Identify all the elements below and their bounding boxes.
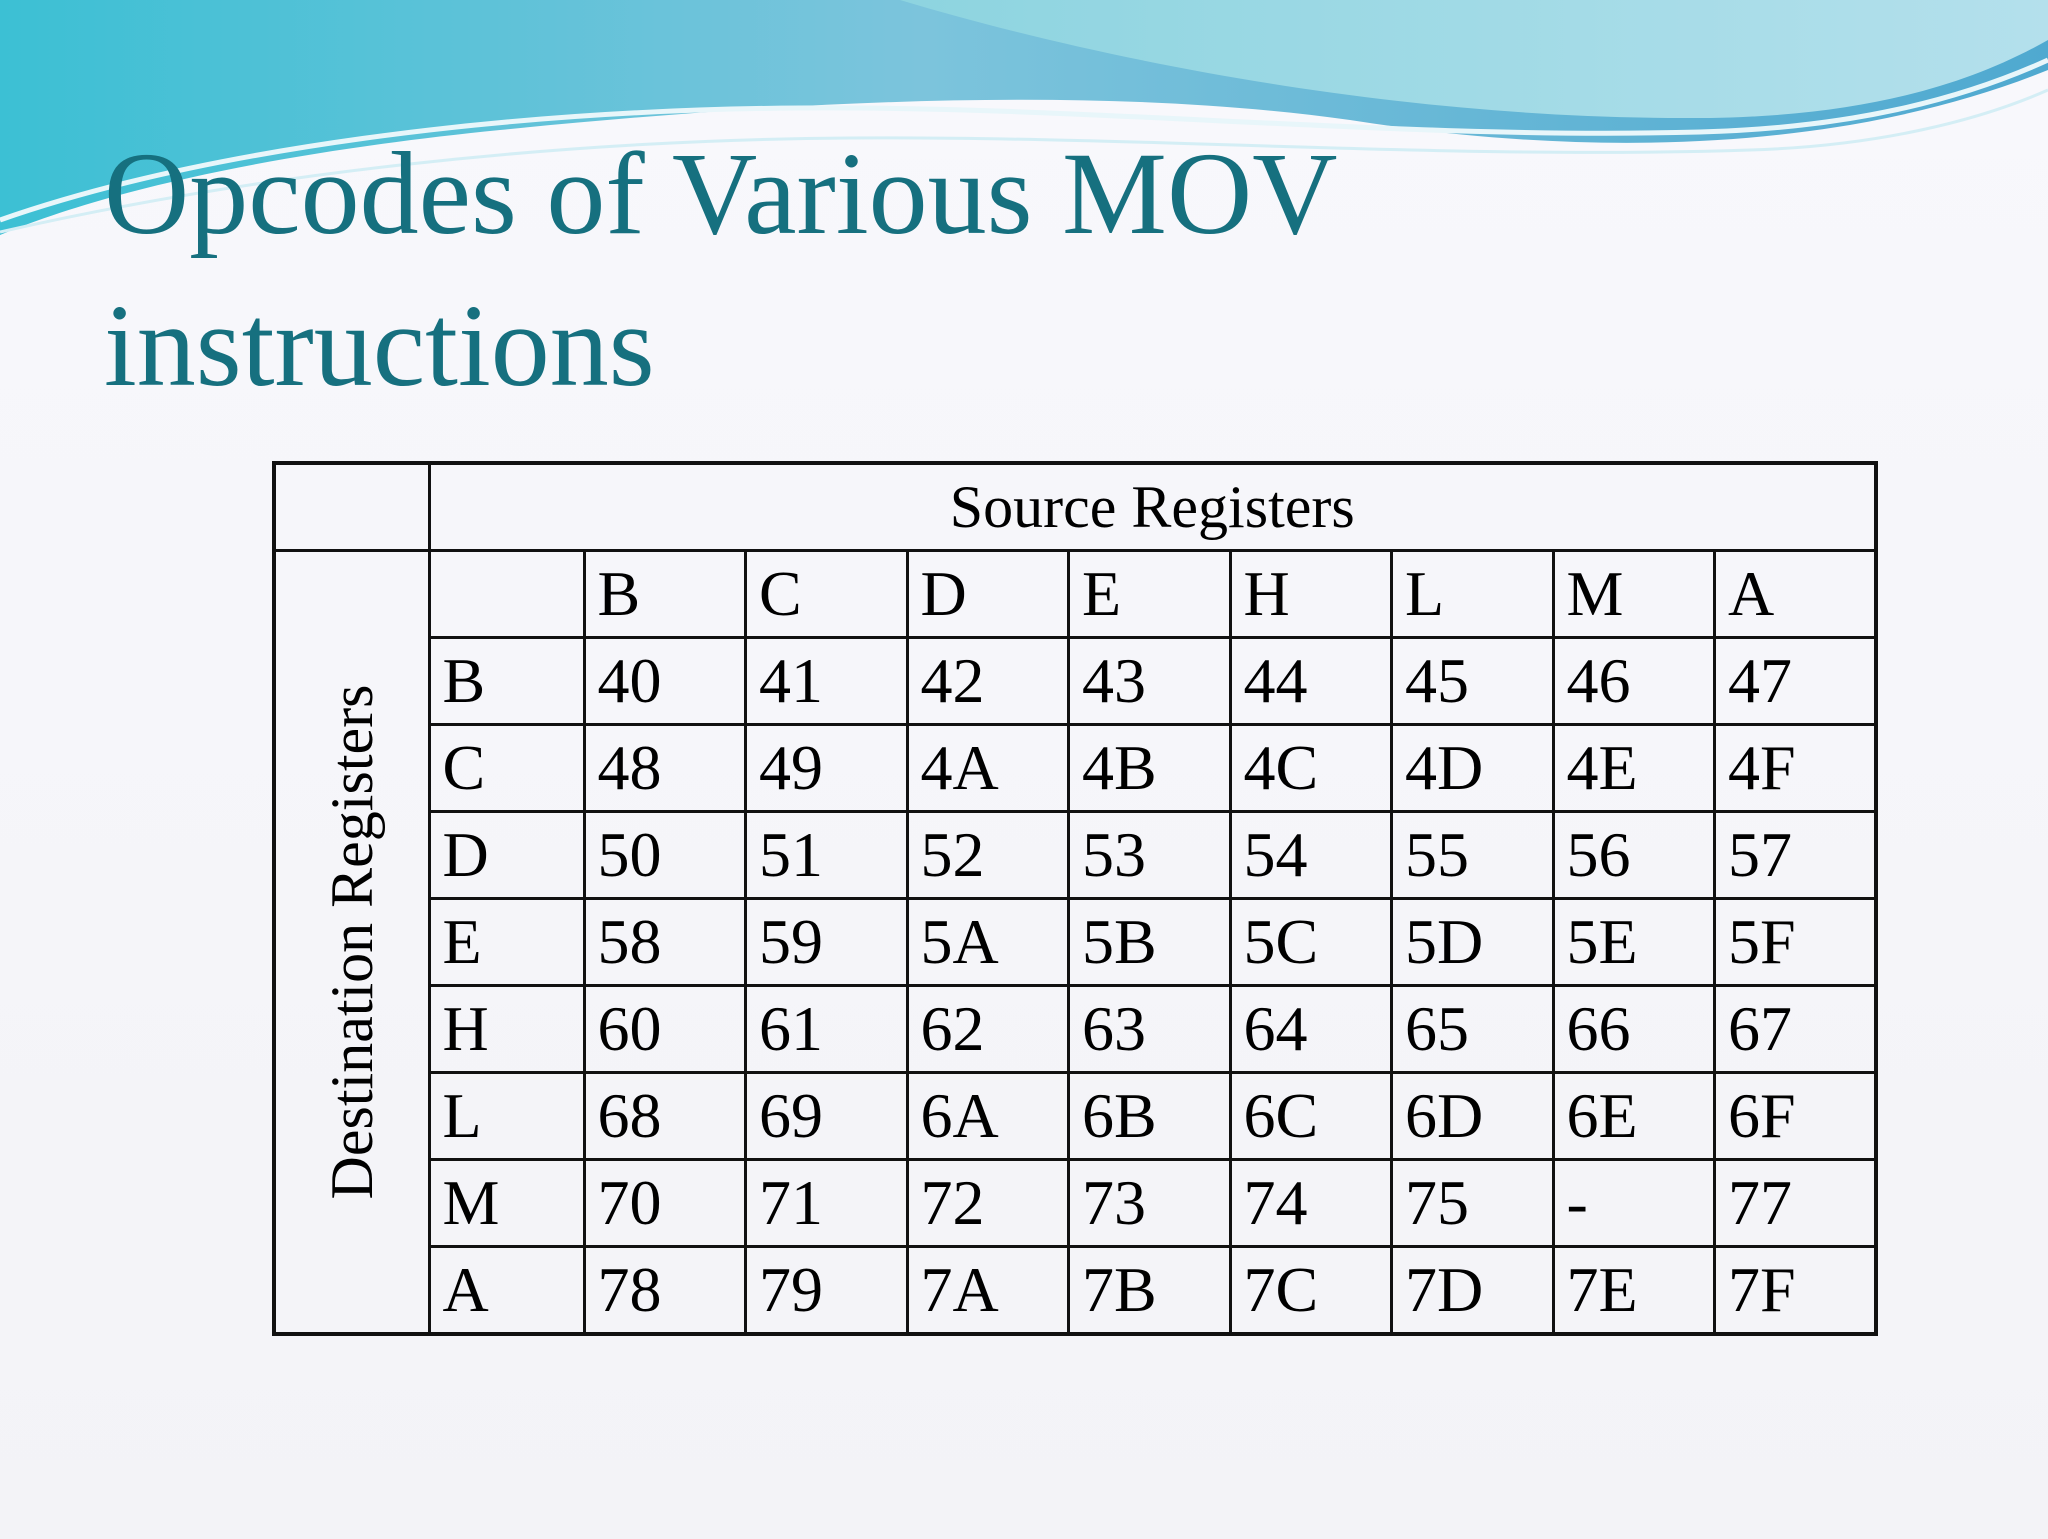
opcode-cell: 74 (1228, 1158, 1393, 1248)
opcode-cell: 4F (1713, 723, 1878, 813)
opcode-cell: 62 (905, 984, 1070, 1074)
opcode-cell: 54 (1228, 810, 1393, 900)
opcode-cell: 78 (582, 1245, 747, 1336)
opcode-cell: 6E (1551, 1071, 1716, 1161)
opcode-cell: 77 (1713, 1158, 1878, 1248)
destination-register: E (427, 897, 586, 987)
destination-register: H (427, 984, 586, 1074)
empty-header-cell (427, 549, 586, 639)
opcode-cell: 64 (1228, 984, 1393, 1074)
destination-register: L (427, 1071, 586, 1161)
opcode-cell: 59 (744, 897, 909, 987)
destination-register: M (427, 1158, 586, 1248)
opcode-cell: 49 (744, 723, 909, 813)
opcode-cell: 69 (744, 1071, 909, 1161)
opcode-cell: 4E (1551, 723, 1716, 813)
opcode-cell: 5D (1390, 897, 1555, 987)
opcode-cell: 5B (1067, 897, 1232, 987)
slide-title: Opcodes of Various MOV instructions (104, 128, 1336, 411)
opcode-cell: 43 (1067, 636, 1232, 726)
opcode-cell: 73 (1067, 1158, 1232, 1248)
opcode-cell: 4B (1067, 723, 1232, 813)
destination-registers-header: Destination Registers (318, 684, 385, 1200)
opcode-cell: 42 (905, 636, 1070, 726)
opcode-cell: 67 (1713, 984, 1878, 1074)
opcode-cell: 7C (1228, 1245, 1393, 1336)
source-column-header: A (1713, 549, 1878, 639)
source-column-header: D (905, 549, 1070, 639)
header-wave-decoration (0, 0, 2048, 235)
opcode-cell: 51 (744, 810, 909, 900)
source-column-header: C (744, 549, 909, 639)
opcode-cell: 71 (744, 1158, 909, 1248)
opcode-cell: 75 (1390, 1158, 1555, 1248)
opcode-cell: 50 (582, 810, 747, 900)
opcode-cell: 5E (1551, 897, 1716, 987)
opcode-cell: 72 (905, 1158, 1070, 1248)
opcode-cell: 55 (1390, 810, 1555, 900)
table-row: B 40 41 42 43 44 45 46 47 (274, 636, 1878, 726)
opcode-cell: 6B (1067, 1071, 1232, 1161)
corner-cell (272, 461, 431, 552)
table-row: E 58 59 5A 5B 5C 5D 5E 5F (274, 897, 1878, 987)
opcode-cell: 7B (1067, 1245, 1232, 1336)
opcode-cell: 58 (582, 897, 747, 987)
destination-register: D (427, 810, 586, 900)
opcode-cell: 45 (1390, 636, 1555, 726)
opcode-cell: 7D (1390, 1245, 1555, 1336)
opcode-cell: 6F (1713, 1071, 1878, 1161)
opcode-cell: 7E (1551, 1245, 1716, 1336)
opcode-cell: 53 (1067, 810, 1232, 900)
opcode-cell: 6C (1228, 1071, 1393, 1161)
opcode-cell: 7F (1713, 1245, 1878, 1336)
opcode-cell: 47 (1713, 636, 1878, 726)
source-register-row: Destination Registers B C D E H L M A (272, 549, 1878, 1336)
opcode-cell: 48 (582, 723, 747, 813)
opcode-cell: 70 (582, 1158, 747, 1248)
destination-register: C (427, 723, 586, 813)
opcode-cell: 7A (905, 1245, 1070, 1336)
opcode-cell: 6A (905, 1071, 1070, 1161)
mov-opcode-table: Source Registers Destination Registers B… (272, 461, 1878, 1336)
table-row: M 70 71 72 73 74 75 - 77 (274, 1158, 1878, 1248)
source-column-header: E (1067, 549, 1232, 639)
opcode-cell: 79 (744, 1245, 909, 1336)
source-column-header: B (582, 549, 747, 639)
destination-register: A (427, 1245, 586, 1336)
source-column-header: H (1228, 549, 1393, 639)
opcode-cell: 4C (1228, 723, 1393, 813)
opcode-cell: 4A (905, 723, 1070, 813)
source-column-header: M (1551, 549, 1716, 639)
opcode-cell: 5F (1713, 897, 1878, 987)
source-column-header: L (1390, 549, 1555, 639)
opcode-cell: 6D (1390, 1071, 1555, 1161)
opcode-cell: - (1551, 1158, 1716, 1248)
opcode-cell: 56 (1551, 810, 1716, 900)
opcode-cell: 57 (1713, 810, 1878, 900)
opcode-cell: 63 (1067, 984, 1232, 1074)
table-row: D 50 51 52 53 54 55 56 57 (274, 810, 1878, 900)
opcode-cell: 52 (905, 810, 1070, 900)
table-row: A 78 79 7A 7B 7C 7D 7E 7F (274, 1245, 1878, 1336)
opcode-cell: 46 (1551, 636, 1716, 726)
table-row: H 60 61 62 63 64 65 66 67 (274, 984, 1878, 1074)
opcode-cell: 60 (582, 984, 747, 1074)
opcode-cell: 5C (1228, 897, 1393, 987)
destination-registers-cell: Destination Registers (272, 549, 431, 1336)
table-row: L 68 69 6A 6B 6C 6D 6E 6F (274, 1071, 1878, 1161)
source-registers-header: Source Registers (427, 461, 1878, 552)
opcode-cell: 66 (1551, 984, 1716, 1074)
destination-register: B (427, 636, 586, 726)
opcode-cell: 40 (582, 636, 747, 726)
opcode-cell: 65 (1390, 984, 1555, 1074)
opcode-cell: 41 (744, 636, 909, 726)
opcode-cell: 68 (582, 1071, 747, 1161)
opcode-cell: 5A (905, 897, 1070, 987)
opcode-cell: 44 (1228, 636, 1393, 726)
opcode-cell: 61 (744, 984, 909, 1074)
table-row: C 48 49 4A 4B 4C 4D 4E 4F (274, 723, 1878, 813)
opcode-cell: 4D (1390, 723, 1555, 813)
table-header-row: Source Registers (272, 461, 1878, 552)
